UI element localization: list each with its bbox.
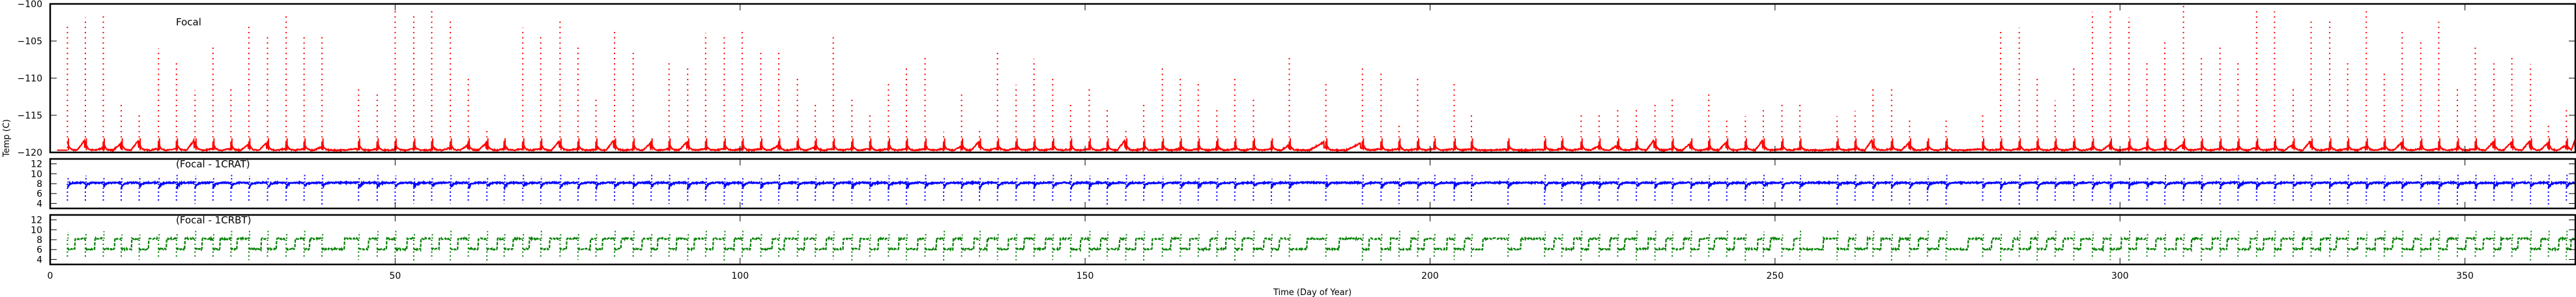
plot-area — [57, 5, 2576, 153]
x-axis-label: Time (Day of Year) — [1273, 288, 1352, 297]
x-tick-label: 350 — [2456, 271, 2474, 281]
panel-frame — [49, 214, 2576, 266]
crbt-difference-series — [66, 235, 2576, 253]
y-tick-label: 10 — [31, 169, 42, 180]
crat-difference-series — [66, 180, 2576, 192]
y-axis-label: Temp (C) — [2, 119, 12, 158]
y-tick-label: 4 — [36, 199, 42, 209]
y-tick-label: 8 — [36, 235, 42, 246]
x-tick-label: 50 — [389, 271, 401, 281]
y-tick-label: 6 — [36, 189, 42, 199]
panel-title-1crbt: (Focal - 1CRBT) — [176, 214, 251, 226]
y-tick-label: 6 — [36, 245, 42, 255]
plot-area — [66, 173, 2576, 205]
x-tick-label: 0 — [48, 271, 53, 281]
y-tick-label: 8 — [36, 179, 42, 190]
panel-title-focal: Focal — [176, 16, 201, 28]
y-tick-label: −100 — [18, 0, 42, 10]
panel-title-1crat: (Focal - 1CRAT) — [176, 158, 250, 170]
x-tick-label: 300 — [2111, 271, 2129, 281]
x-tick-label: 100 — [731, 271, 749, 281]
plot-area — [66, 229, 2576, 261]
y-tick-label: −120 — [18, 148, 42, 158]
y-tick-label: −115 — [18, 111, 42, 121]
y-tick-label: 4 — [36, 255, 42, 265]
x-tick-label: 250 — [1766, 271, 1784, 281]
y-tick-label: 12 — [31, 160, 42, 170]
x-tick-label: 150 — [1077, 271, 1094, 281]
focal-temperature-baseline — [66, 137, 2576, 153]
x-tick-label: 200 — [1421, 271, 1439, 281]
y-tick-label: 12 — [31, 216, 42, 226]
y-tick-label: 10 — [31, 225, 42, 236]
y-tick-label: −105 — [18, 36, 42, 47]
panel-frame — [49, 3, 2576, 154]
y-tick-label: −110 — [18, 74, 42, 84]
panel-focal: −100 −105 −110 −115 −120 — [18, 0, 2576, 158]
